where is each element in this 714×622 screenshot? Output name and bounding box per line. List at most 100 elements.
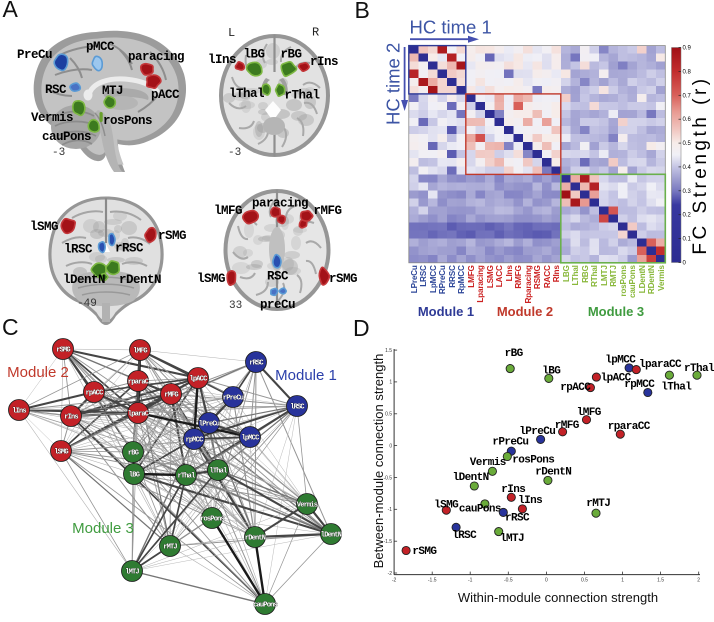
- svg-text:0.6: 0.6: [683, 117, 692, 123]
- svg-text:lparaCC: lparaCC: [639, 359, 682, 371]
- svg-text:0.5: 0.5: [683, 141, 692, 147]
- svg-text:1: 1: [621, 578, 624, 584]
- svg-text:rparaCC: rparaCC: [608, 421, 651, 433]
- svg-text:0.4: 0.4: [683, 165, 692, 171]
- svg-text:rMTJ: rMTJ: [163, 544, 177, 552]
- svg-text:PreCu: PreCu: [17, 48, 52, 62]
- svg-text:2: 2: [697, 578, 700, 584]
- svg-text:RSMG: RSMG: [533, 265, 542, 289]
- svg-text:rPreCu: rPreCu: [223, 395, 244, 403]
- svg-text:LIns: LIns: [505, 265, 514, 282]
- svg-text:paracing: paracing: [128, 50, 184, 64]
- svg-text:lThal: lThal: [661, 382, 692, 394]
- svg-text:paracing: paracing: [252, 197, 308, 211]
- svg-text:rMTJ: rMTJ: [586, 498, 610, 510]
- svg-text:1.5: 1.5: [657, 578, 664, 584]
- svg-text:0.1: 0.1: [683, 237, 692, 243]
- svg-text:Module 1: Module 1: [275, 367, 337, 384]
- svg-text:RIns: RIns: [552, 265, 561, 283]
- svg-text:pMCC: pMCC: [86, 40, 115, 54]
- svg-text:rDentN: rDentN: [535, 467, 571, 479]
- svg-text:-2: -2: [392, 578, 397, 584]
- svg-text:B: B: [355, 0, 370, 23]
- svg-text:0.3: 0.3: [683, 189, 692, 195]
- svg-text:lIns: lIns: [208, 53, 236, 67]
- svg-text:lSMG: lSMG: [54, 449, 68, 457]
- svg-text:rIns: rIns: [64, 414, 78, 422]
- svg-text:0: 0: [389, 443, 392, 449]
- svg-text:rDentN: rDentN: [245, 535, 266, 543]
- svg-text:Vermis: Vermis: [31, 111, 73, 125]
- svg-text:rBG: rBG: [128, 450, 139, 458]
- svg-text:lSMG: lSMG: [30, 220, 58, 234]
- svg-text:Vermis: Vermis: [657, 265, 666, 291]
- svg-text:LpMCC: LpMCC: [429, 265, 438, 293]
- svg-text:lMFG: lMFG: [577, 407, 602, 419]
- svg-text:lDentN: lDentN: [321, 532, 342, 540]
- svg-text:rpMCC: rpMCC: [624, 379, 655, 391]
- svg-text:FC Strength (r): FC Strength (r): [690, 75, 711, 254]
- svg-text:RPreCu: RPreCu: [438, 265, 447, 294]
- svg-text:rThal: rThal: [684, 363, 714, 375]
- svg-text:Module 1: Module 1: [418, 304, 474, 319]
- svg-text:Rparacing: Rparacing: [524, 265, 533, 303]
- svg-text:LMFG: LMFG: [467, 265, 476, 287]
- svg-text:rThal: rThal: [177, 473, 195, 481]
- svg-text:0.5: 0.5: [581, 578, 588, 584]
- svg-text:lpACC: lpACC: [601, 373, 632, 385]
- svg-text:RThal: RThal: [590, 265, 599, 287]
- svg-text:A: A: [3, 0, 19, 22]
- svg-text:rSMG: rSMG: [56, 347, 70, 355]
- svg-text:lRSC: lRSC: [64, 243, 93, 257]
- svg-text:D: D: [353, 315, 370, 341]
- svg-text:RSC: RSC: [267, 270, 289, 284]
- svg-text:rpMCC: rpMCC: [185, 437, 203, 445]
- svg-text:L: L: [228, 26, 235, 40]
- svg-text:Within-module connection stren: Within-module connection strength: [458, 590, 658, 605]
- svg-text:LMTJ: LMTJ: [600, 265, 609, 286]
- svg-text:0.7: 0.7: [683, 93, 692, 99]
- svg-text:lSMG: lSMG: [197, 272, 225, 286]
- svg-text:Vermis: Vermis: [470, 457, 506, 469]
- svg-text:cauPons: cauPons: [459, 504, 501, 516]
- svg-text:RMFG: RMFG: [514, 265, 523, 288]
- svg-text:lPreCu: lPreCu: [199, 421, 220, 429]
- svg-text:-1.5: -1.5: [428, 578, 437, 584]
- svg-text:rRSC: rRSC: [505, 513, 530, 525]
- svg-text:cauPons: cauPons: [42, 130, 91, 144]
- svg-text:-3: -3: [228, 147, 241, 159]
- svg-text:0: 0: [683, 261, 687, 267]
- svg-text:lIns: lIns: [518, 495, 542, 507]
- svg-text:1: 1: [389, 380, 392, 386]
- svg-text:lparaC: lparaC: [128, 411, 149, 419]
- svg-text:rIns: rIns: [501, 484, 525, 496]
- svg-text:rparaC: rparaC: [128, 379, 149, 387]
- svg-text:Vermis: Vermis: [297, 502, 318, 510]
- svg-text:cauPons: cauPons: [253, 602, 277, 610]
- svg-text:LThal: LThal: [571, 265, 580, 285]
- svg-text:rRSC: rRSC: [115, 242, 144, 256]
- svg-text:1.5: 1.5: [385, 348, 392, 354]
- svg-text:LBG: LBG: [562, 265, 571, 282]
- svg-text:lDentN: lDentN: [453, 472, 489, 484]
- svg-text:Lparacing: Lparacing: [476, 265, 485, 303]
- svg-text:lpACC: lpACC: [189, 376, 207, 384]
- svg-text:lRSC: lRSC: [290, 404, 304, 412]
- svg-text:rThal: rThal: [285, 89, 320, 103]
- svg-text:RDentN: RDentN: [647, 265, 656, 294]
- svg-text:lBG: lBG: [542, 366, 561, 378]
- svg-text:lIns: lIns: [12, 408, 26, 416]
- svg-text:lMTJ: lMTJ: [500, 533, 524, 545]
- svg-text:-1: -1: [468, 578, 473, 584]
- svg-text:rSMG: rSMG: [158, 229, 186, 243]
- svg-text:lMFG: lMFG: [133, 348, 147, 356]
- svg-text:rIns: rIns: [310, 55, 338, 69]
- svg-text:rRSC: rRSC: [249, 360, 263, 368]
- svg-text:LACC: LACC: [495, 265, 504, 287]
- svg-text:0.9: 0.9: [683, 46, 692, 52]
- svg-text:rPreCu: rPreCu: [492, 437, 528, 449]
- svg-text:RACC: RACC: [543, 265, 552, 288]
- svg-text:rosPons: rosPons: [103, 114, 152, 128]
- svg-text:R: R: [312, 26, 319, 40]
- svg-text:MTJ: MTJ: [102, 84, 123, 98]
